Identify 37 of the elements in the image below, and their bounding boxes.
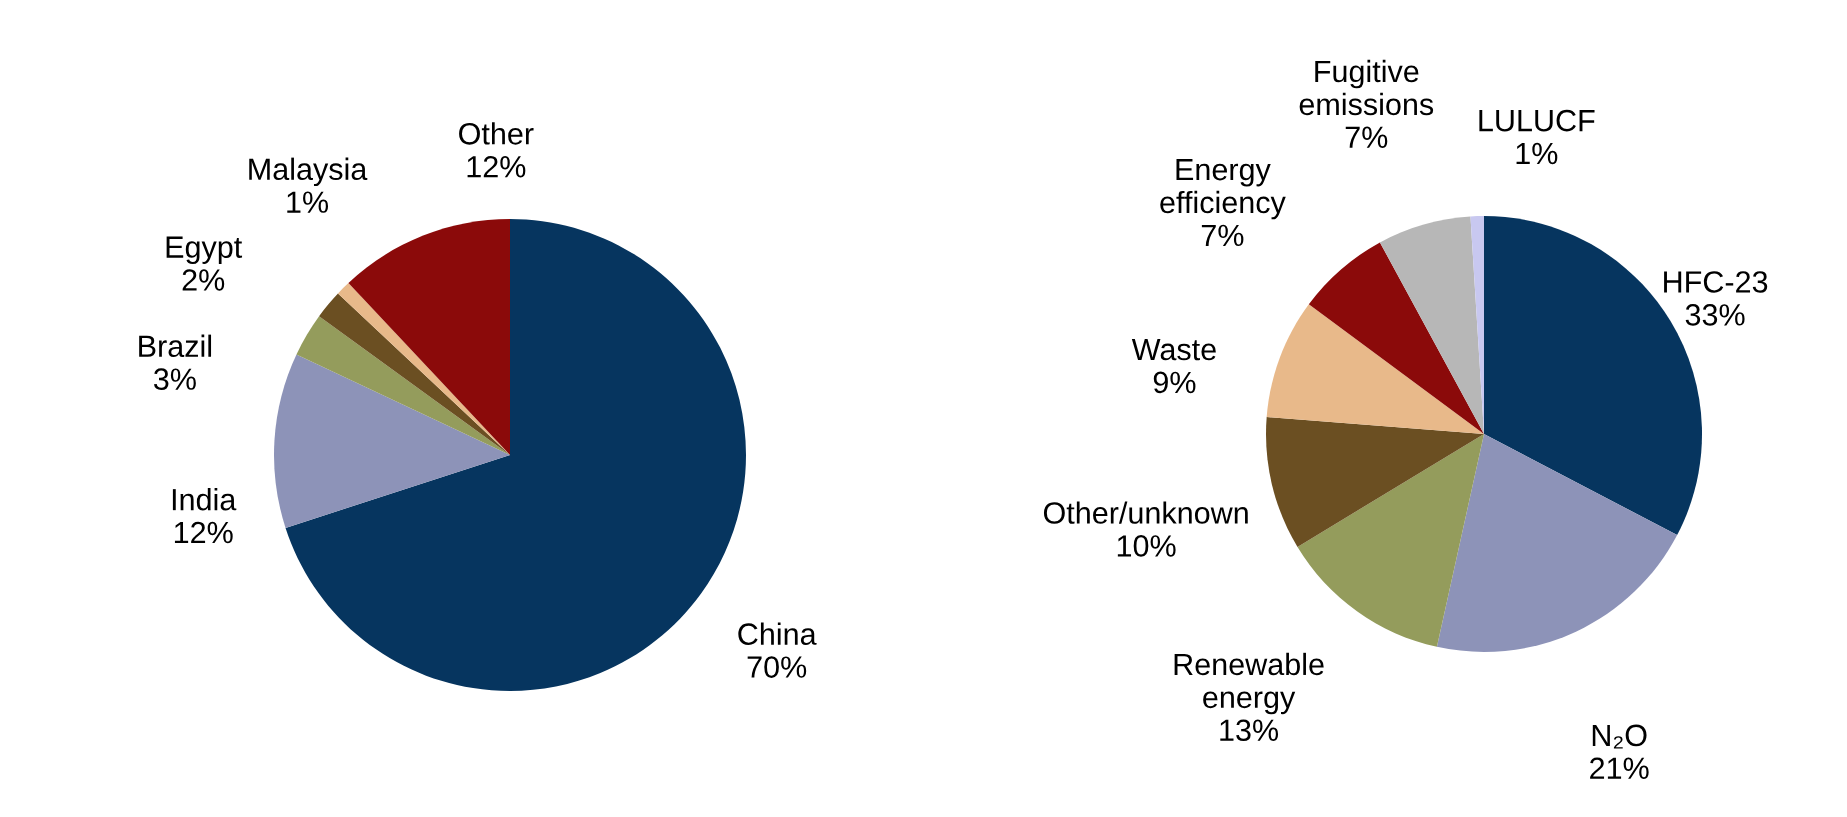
slice-label: HFC-23 bbox=[1664, 271, 1768, 293]
pie-slice bbox=[1297, 434, 1484, 647]
data-label: 70% bbox=[747, 656, 807, 678]
data-label: 33% bbox=[1685, 304, 1745, 326]
data-label: 1% bbox=[287, 191, 329, 213]
slice-label: China bbox=[738, 622, 817, 645]
pie-slice bbox=[274, 354, 510, 528]
pie-slice bbox=[1308, 242, 1484, 434]
data-label: 21% bbox=[1590, 757, 1649, 779]
data-label: 1% bbox=[1516, 142, 1558, 165]
pie-slice bbox=[1266, 304, 1484, 434]
data-label: 10% bbox=[1117, 535, 1176, 557]
data-label: 12% bbox=[174, 521, 233, 544]
pie-slice bbox=[1379, 216, 1484, 434]
data-label: 2% bbox=[182, 269, 225, 291]
slice-label: N₂O bbox=[1592, 724, 1647, 749]
data-label: 13% bbox=[1220, 719, 1279, 742]
data-label: 9% bbox=[1153, 371, 1196, 394]
slice-label: India bbox=[172, 488, 237, 511]
pie-slice bbox=[1266, 417, 1484, 547]
pie-slice bbox=[296, 316, 510, 455]
slice-label: LULUCF bbox=[1479, 109, 1595, 132]
slice-label: Renewable energy bbox=[1174, 652, 1324, 715]
pie-slice bbox=[1436, 434, 1678, 652]
slice-label: Malaysia bbox=[249, 157, 368, 187]
slice-label: Fugitive emissions bbox=[1299, 59, 1434, 116]
slice-label: Energy efficiency bbox=[1160, 159, 1286, 220]
slice-label: Other/unknown bbox=[1043, 501, 1248, 524]
data-label: 7% bbox=[1201, 224, 1244, 247]
slice-label: Egypt bbox=[166, 236, 243, 264]
data-label: 12% bbox=[467, 155, 526, 178]
slice-label: Other bbox=[459, 122, 534, 145]
pie-slice bbox=[348, 219, 510, 455]
data-label: 3% bbox=[153, 368, 196, 390]
data-label: 7% bbox=[1345, 126, 1388, 148]
slice-label: Brazil bbox=[139, 334, 212, 358]
slice-label: Waste bbox=[1131, 339, 1216, 361]
